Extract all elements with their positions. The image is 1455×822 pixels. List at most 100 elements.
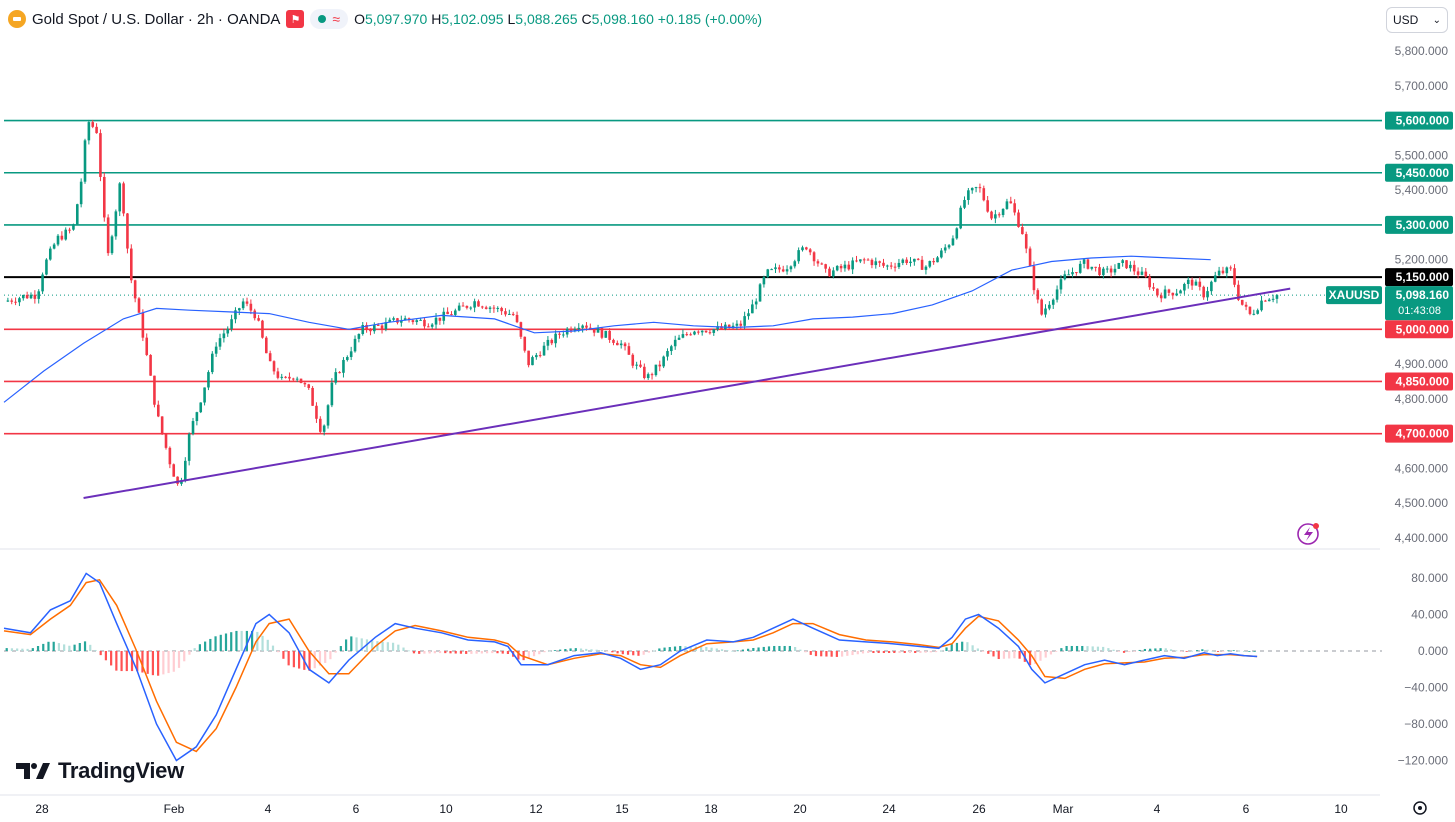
- candle-body: [631, 354, 635, 366]
- lightning-icon[interactable]: [1297, 523, 1319, 545]
- candle-body: [1024, 234, 1028, 249]
- level-tag-bg: [1385, 372, 1453, 391]
- candle-body: [392, 318, 395, 320]
- candle-body: [1009, 201, 1013, 204]
- macd-histogram-bar: [1039, 651, 1042, 661]
- time-axis[interactable]: 28 Feb 4 6 10 12 15 18 20 24 26 Mar 4 6 10: [0, 794, 1380, 816]
- settings-gear-icon[interactable]: [1413, 801, 1427, 815]
- candle-body: [600, 328, 604, 338]
- time-tick-label: Mar: [1053, 802, 1074, 816]
- candle-body: [33, 294, 37, 299]
- macd-histogram-bar: [903, 651, 906, 654]
- candle-body: [531, 357, 534, 366]
- candle-body: [75, 204, 79, 225]
- currency-selector[interactable]: USD ⌄: [1386, 7, 1448, 33]
- macd-histogram-bar: [1149, 648, 1152, 651]
- time-tick-label: 12: [529, 802, 543, 816]
- tradingview-logo[interactable]: TradingView: [16, 758, 184, 784]
- macd-histogram-bar: [423, 651, 426, 654]
- macd-histogram-bar: [1180, 651, 1183, 652]
- trendline[interactable]: [83, 287, 1291, 499]
- flag-icon[interactable]: ⚑: [286, 10, 305, 28]
- candle-body: [778, 267, 781, 270]
- candle-body: [839, 265, 843, 269]
- candle-body: [835, 265, 839, 271]
- candle-body: [1140, 271, 1144, 275]
- macd-histogram-bar: [715, 648, 718, 651]
- candle-body: [118, 183, 122, 212]
- high-value: 5,102.095: [441, 11, 504, 27]
- candle-body: [1125, 260, 1128, 269]
- candle-body: [789, 266, 793, 270]
- symbol-title[interactable]: Gold Spot / U.S. Dollar · 2h · OANDA: [32, 10, 281, 28]
- candle-body: [538, 355, 542, 357]
- candle-body: [670, 346, 673, 352]
- macd-tick-label: 40.000: [1411, 608, 1448, 622]
- candle-body: [781, 269, 785, 272]
- macd-histogram-bar: [955, 642, 959, 651]
- macd-histogram-bar: [449, 651, 452, 654]
- candle-body: [481, 306, 484, 308]
- gold-coin-icon[interactable]: [8, 10, 26, 28]
- symbol-tag-label: XAUUSD: [1329, 288, 1380, 302]
- candle-body: [1055, 289, 1059, 300]
- candle-body: [805, 247, 808, 250]
- candle-body: [114, 211, 118, 237]
- candle-body: [1152, 287, 1155, 289]
- candle-body: [18, 298, 21, 303]
- candle-body: [774, 267, 777, 270]
- candle-body: [184, 460, 187, 481]
- price-tick-label: 4,800.000: [1395, 392, 1449, 406]
- candle-body: [176, 476, 179, 484]
- candle-body: [330, 382, 334, 406]
- candle-body: [1183, 283, 1186, 291]
- candle-body: [257, 318, 260, 321]
- candle-body: [1102, 268, 1105, 276]
- macd-histogram-bar: [679, 645, 682, 651]
- macd-histogram-bar: [1013, 651, 1016, 659]
- candle-body: [1198, 281, 1202, 287]
- candle-body: [909, 261, 912, 264]
- level-tag-bg: [1385, 424, 1453, 443]
- candle-body: [731, 325, 735, 328]
- candle-body: [1071, 272, 1074, 275]
- macd-histogram-bar: [146, 651, 149, 674]
- macd-histogram-bar: [830, 651, 833, 657]
- candle-body: [967, 190, 970, 200]
- macd-histogram-bar: [459, 651, 463, 654]
- macd-histogram-bar: [825, 651, 828, 657]
- approx-icon: ≈: [332, 11, 341, 27]
- candle-body: [1210, 281, 1213, 292]
- price-tick-label: 5,700.000: [1395, 79, 1449, 93]
- candle-body: [430, 324, 434, 327]
- macd-histogram-bar: [444, 651, 447, 654]
- close-value: 5,098.160: [591, 11, 654, 27]
- macd-histogram-bar: [1206, 649, 1209, 651]
- candle-body: [1017, 212, 1020, 228]
- candle-body: [515, 314, 519, 323]
- macd-histogram-bar: [1190, 650, 1194, 652]
- candle-body: [1021, 227, 1024, 235]
- macd-histogram-bar: [893, 651, 896, 654]
- macd-histogram-bar: [78, 643, 81, 651]
- candle-body: [1117, 263, 1121, 269]
- macd-histogram-bar: [475, 651, 478, 654]
- candle-body: [1190, 279, 1194, 286]
- macd-histogram-bar: [115, 651, 118, 671]
- candle-body: [882, 262, 885, 266]
- macd-tick-label: −40.000: [1404, 681, 1448, 695]
- status-pill[interactable]: ≈: [310, 9, 349, 29]
- macd-histogram-bar: [334, 651, 337, 653]
- macd-histogram-bar: [632, 651, 635, 656]
- macd-histogram-bar: [1122, 651, 1126, 653]
- macd-histogram-bar: [548, 650, 551, 652]
- macd-tick-label: −80.000: [1404, 717, 1448, 731]
- candle-body: [747, 313, 750, 317]
- macd-histogram-bar: [1196, 650, 1199, 651]
- macd-histogram-bar: [1117, 651, 1120, 652]
- macd-histogram-bar: [731, 650, 734, 652]
- macd-histogram-bar: [470, 651, 473, 654]
- macd-histogram-bar: [198, 644, 201, 651]
- candle-body: [947, 245, 951, 248]
